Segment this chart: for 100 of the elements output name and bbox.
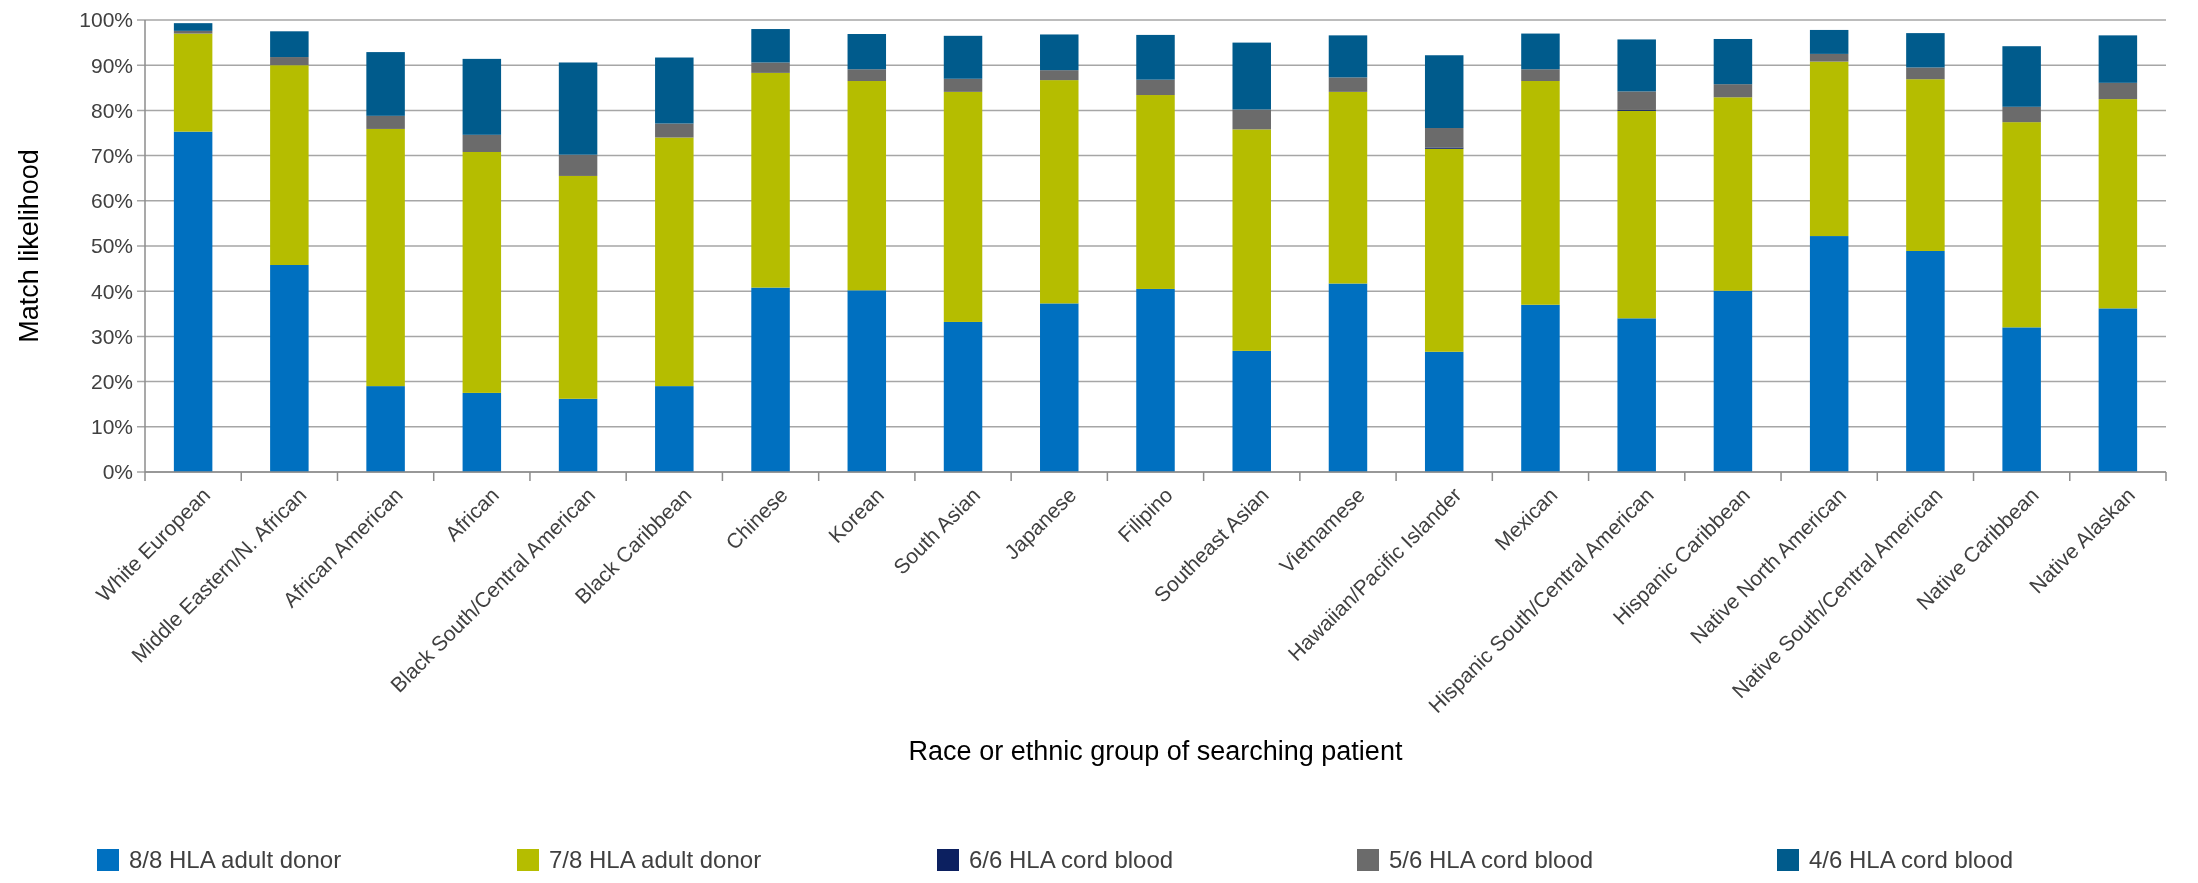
bar — [270, 65, 309, 265]
bar — [655, 123, 694, 138]
bar — [1713, 84, 1753, 98]
bar — [751, 62, 790, 73]
bar — [2002, 46, 2041, 107]
bar — [943, 91, 983, 322]
bar — [366, 128, 405, 387]
y-tick-label: 40% — [90, 279, 133, 303]
bar — [366, 115, 405, 129]
bar — [558, 62, 598, 155]
bar — [2002, 106, 2041, 123]
legend-label: 6/6 HLA cord blood — [969, 846, 1174, 874]
bar — [847, 34, 887, 70]
y-tick-label: 50% — [90, 234, 133, 258]
bar — [1424, 351, 1464, 472]
y-tick-label: 30% — [90, 324, 133, 348]
bar — [462, 58, 502, 135]
y-tick-label: 80% — [90, 98, 133, 122]
bar — [655, 137, 694, 387]
bar — [2098, 99, 2138, 309]
bar — [1136, 34, 1175, 80]
bar — [943, 35, 983, 79]
bar — [1617, 39, 1656, 92]
bar — [173, 30, 213, 34]
bar — [558, 175, 598, 399]
bar — [1617, 110, 1656, 319]
bar — [847, 69, 887, 82]
y-tick-label: 10% — [90, 415, 133, 439]
bar — [366, 386, 405, 472]
bar — [1328, 35, 1368, 78]
bar — [1713, 38, 1753, 85]
bar — [1424, 148, 1464, 352]
bar — [1617, 91, 1656, 110]
bar — [558, 154, 598, 176]
bar — [655, 57, 694, 124]
bar — [1136, 79, 1175, 96]
bar — [462, 392, 502, 472]
legend-label: 7/8 HLA adult donor — [549, 846, 762, 874]
bar — [270, 31, 309, 58]
bar — [1328, 91, 1368, 284]
bar — [1521, 69, 1560, 82]
bar — [943, 78, 983, 92]
bar — [1521, 81, 1560, 305]
bar — [847, 81, 887, 291]
bar — [1906, 250, 1945, 472]
bar — [2002, 327, 2041, 472]
bar — [751, 287, 790, 472]
bar — [1232, 42, 1271, 110]
bar — [1040, 34, 1079, 71]
bar — [1521, 304, 1560, 472]
bar — [1809, 61, 1849, 237]
bar — [943, 321, 983, 472]
y-axis-title: Match likelihood — [14, 149, 44, 343]
bar — [1040, 70, 1079, 81]
bar — [1232, 109, 1271, 130]
bar — [1136, 95, 1175, 289]
bar — [1328, 77, 1368, 92]
y-tick-label: 20% — [90, 369, 133, 393]
bar — [1232, 129, 1271, 351]
bar — [366, 52, 405, 116]
bar — [1906, 33, 1945, 68]
bar — [1906, 67, 1945, 80]
y-tick-label: 90% — [90, 53, 133, 77]
bar — [1328, 283, 1368, 472]
bar — [1040, 303, 1079, 472]
y-tick-label: 60% — [90, 189, 133, 213]
bar — [1040, 80, 1079, 304]
bar — [1424, 128, 1464, 148]
bar — [1424, 55, 1464, 129]
bar — [462, 151, 502, 393]
bar — [1809, 236, 1849, 472]
legend-label: 5/6 HLA cord blood — [1389, 846, 1594, 874]
bar — [1136, 288, 1175, 472]
bar — [1521, 33, 1560, 70]
bar — [2002, 122, 2041, 328]
bar — [558, 398, 598, 472]
bar — [1713, 290, 1753, 472]
legend-label: 4/6 HLA cord blood — [1809, 846, 2014, 874]
x-axis-title: Race or ethnic group of searching patient — [908, 736, 1403, 766]
bar — [2098, 35, 2138, 83]
y-tick-label: 100% — [79, 8, 133, 32]
bar — [751, 72, 790, 288]
bar — [1809, 29, 1849, 54]
bar — [1809, 53, 1849, 62]
bar — [1232, 350, 1271, 472]
legend-label: 8/8 HLA adult donor — [129, 846, 342, 874]
bar — [751, 29, 790, 63]
bar — [1906, 79, 1945, 251]
y-tick-label: 70% — [90, 143, 133, 167]
bar — [173, 131, 213, 472]
bar — [1713, 97, 1753, 291]
bar — [655, 386, 694, 472]
bar — [1617, 318, 1656, 472]
bar — [2098, 82, 2138, 100]
bar — [847, 290, 887, 472]
bar — [462, 134, 502, 152]
bar — [173, 23, 213, 31]
bar — [2098, 308, 2138, 472]
bar — [173, 33, 213, 132]
y-tick-label: 0% — [102, 460, 133, 484]
